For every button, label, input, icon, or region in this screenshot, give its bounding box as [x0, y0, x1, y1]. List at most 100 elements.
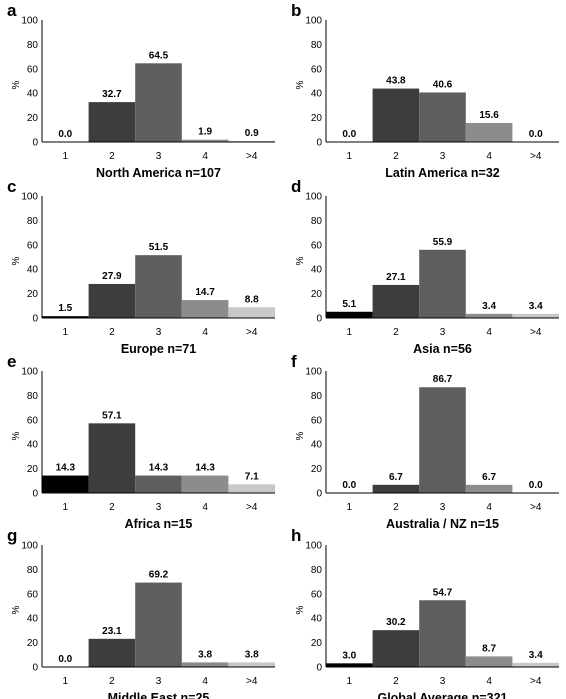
x-tick-label: 2 — [109, 151, 115, 162]
bar-value-label: 6.7 — [389, 472, 403, 483]
bar — [88, 102, 136, 142]
bar-value-label: 0.0 — [529, 129, 543, 140]
x-tick-label: 2 — [393, 327, 399, 338]
bar — [372, 484, 420, 493]
bar-value-label: 3.8 — [198, 649, 212, 660]
y-tick-label: 0 — [32, 138, 38, 149]
bar — [228, 307, 275, 318]
x-tick-label: >4 — [246, 151, 258, 162]
y-tick-label: 40 — [27, 265, 39, 276]
bar-value-label: 27.1 — [386, 272, 406, 283]
bar-value-label: 86.7 — [433, 374, 453, 385]
bar-value-label: 0.0 — [529, 480, 543, 491]
bar-value-label: 30.2 — [386, 617, 406, 628]
bar-value-label: 15.6 — [479, 110, 499, 121]
bar-value-label: 5.1 — [342, 299, 356, 310]
y-tick-label: 0 — [316, 138, 322, 149]
panel-letter: g — [7, 526, 17, 545]
bar-value-label: 6.7 — [482, 472, 496, 483]
y-tick-label: 60 — [27, 589, 39, 600]
y-axis-label: % — [11, 431, 22, 440]
x-tick-label: 2 — [393, 676, 399, 687]
panel-title: Asia n=56 — [413, 342, 472, 356]
x-tick-label: 4 — [486, 676, 492, 687]
bar — [419, 92, 466, 142]
bar — [419, 387, 466, 493]
y-tick-label: 20 — [27, 289, 39, 300]
bar-value-label: 54.7 — [433, 587, 453, 598]
x-tick-label: 4 — [486, 502, 492, 513]
panel-title: Australia / NZ n=15 — [386, 517, 499, 531]
y-tick-label: 60 — [311, 64, 323, 75]
y-tick-label: 20 — [27, 464, 39, 475]
bar — [465, 313, 513, 318]
bar — [88, 283, 136, 318]
x-tick-label: 2 — [393, 502, 399, 513]
bar-value-label: 32.7 — [102, 89, 122, 100]
bar — [372, 284, 420, 318]
bar-value-label: 14.7 — [195, 287, 215, 298]
chart-panel-g: g% 0 20 40 60 80 100 0.0 1 23.1 2 69.2 3 3.8 4 3.8 >4 Mid… — [7, 526, 275, 699]
y-tick-label: 100 — [305, 367, 322, 378]
x-tick-label: 4 — [486, 327, 492, 338]
bar — [135, 582, 182, 667]
bar — [419, 600, 466, 667]
x-tick-label: 1 — [63, 151, 69, 162]
bar — [88, 423, 136, 493]
bar — [326, 663, 373, 667]
y-tick-label: 60 — [311, 240, 323, 251]
chart-panel-d: d% 0 20 40 60 80 100 5.1 1 27.1 2 55.9 3 3.4 4 3.4 >4 Asi… — [291, 177, 559, 356]
x-tick-label: >4 — [530, 676, 542, 687]
bar — [419, 249, 466, 318]
x-tick-label: 2 — [109, 676, 115, 687]
x-tick-label: 3 — [156, 502, 162, 513]
bar-value-label: 23.1 — [102, 626, 122, 637]
x-tick-label: 4 — [486, 151, 492, 162]
y-tick-label: 0 — [32, 489, 38, 500]
y-axis-label: % — [11, 80, 22, 89]
y-axis-label: % — [295, 431, 306, 440]
x-tick-label: 1 — [347, 327, 353, 338]
y-tick-label: 20 — [27, 113, 39, 124]
bar-value-label: 0.0 — [342, 480, 356, 491]
x-tick-label: 3 — [156, 676, 162, 687]
y-tick-label: 60 — [27, 415, 39, 426]
y-tick-label: 100 — [21, 367, 38, 378]
bar-value-label: 43.8 — [386, 76, 406, 87]
bar-value-label: 8.7 — [482, 643, 496, 654]
bar — [181, 300, 229, 318]
x-tick-label: 4 — [202, 676, 208, 687]
bar-value-label: 3.0 — [342, 650, 356, 661]
bar — [512, 313, 559, 318]
y-tick-label: 80 — [311, 565, 323, 576]
bar-value-label: 51.5 — [149, 242, 169, 253]
bar-value-label: 3.4 — [482, 301, 496, 312]
panel-title: Latin America n=32 — [385, 166, 500, 180]
panel-title: Middle East n=25 — [108, 691, 210, 699]
bar-value-label: 69.2 — [149, 570, 169, 581]
y-tick-label: 60 — [311, 415, 323, 426]
panel-letter: a — [7, 1, 17, 20]
panel-title: Africa n=15 — [125, 517, 193, 531]
chart-panel-e: e% 0 20 40 60 80 100 14.3 1 57.1 2 14.3 3 14.3 4 7.1 >4 A… — [7, 352, 275, 531]
bar-value-label: 8.8 — [245, 294, 259, 305]
y-axis-label: % — [11, 256, 22, 265]
chart-panel-c: c% 0 20 40 60 80 100 1.5 1 27.9 2 51.5 3 14.7 4 8.8 >4 Eu… — [7, 177, 275, 356]
panel-title: Global Average n=321 — [377, 691, 507, 699]
chart-panel-a: a% 0 20 40 60 80 100 0.0 1 32.7 2 64.5 3 1.9 4 0.9 >4 Nor… — [7, 1, 275, 180]
y-tick-label: 0 — [316, 663, 322, 674]
bar — [372, 88, 420, 142]
panel-letter: b — [291, 1, 301, 20]
y-tick-label: 100 — [305, 541, 322, 552]
y-tick-label: 80 — [311, 216, 323, 227]
y-tick-label: 20 — [27, 638, 39, 649]
chart-panel-f: f% 0 20 40 60 80 100 0.0 1 6.7 2 86.7 3 6.7 4 0.0 >4 Aust… — [291, 352, 559, 531]
x-tick-label: 1 — [63, 327, 69, 338]
x-tick-label: 3 — [440, 502, 446, 513]
bar — [181, 475, 229, 493]
bar-value-label: 14.3 — [195, 463, 215, 474]
bar-value-label: 0.0 — [342, 129, 356, 140]
x-tick-label: >4 — [246, 502, 258, 513]
x-tick-label: >4 — [246, 327, 258, 338]
